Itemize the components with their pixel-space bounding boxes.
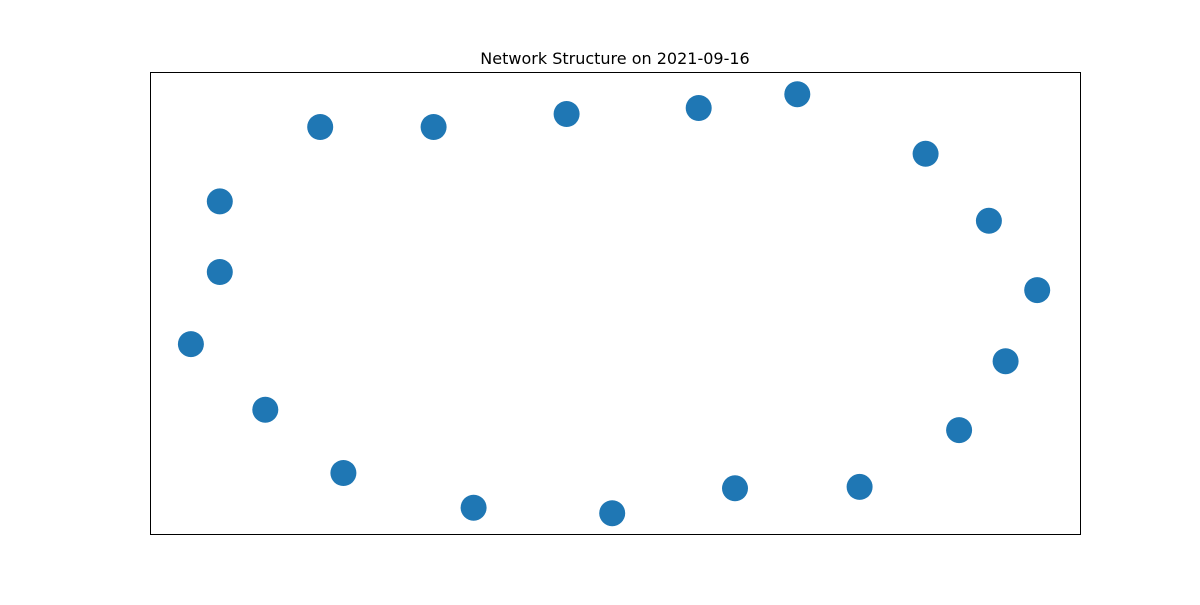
network-node-5 [784, 81, 811, 108]
network-node-1 [307, 114, 334, 140]
network-node-14 [460, 494, 487, 521]
network-node-17 [177, 331, 204, 358]
nodes-layer [177, 81, 1051, 527]
network-node-15 [330, 460, 357, 486]
network-node-4 [685, 95, 712, 121]
network-node-12 [722, 475, 748, 502]
network-node-7 [975, 207, 1002, 234]
network-node-18 [206, 259, 233, 285]
network-node-2 [420, 114, 447, 140]
network-node-3 [553, 101, 580, 127]
network-node-19 [206, 188, 233, 215]
plot-frame [150, 72, 1081, 535]
network-node-6 [912, 140, 939, 167]
network-node-16 [252, 396, 279, 423]
network-node-8 [1024, 277, 1051, 304]
network-node-13 [599, 500, 626, 527]
network-node-11 [846, 473, 873, 500]
chart-title: Network Structure on 2021-09-16 [480, 49, 749, 68]
network-node-9 [992, 348, 1019, 375]
network-node-10 [946, 417, 973, 444]
